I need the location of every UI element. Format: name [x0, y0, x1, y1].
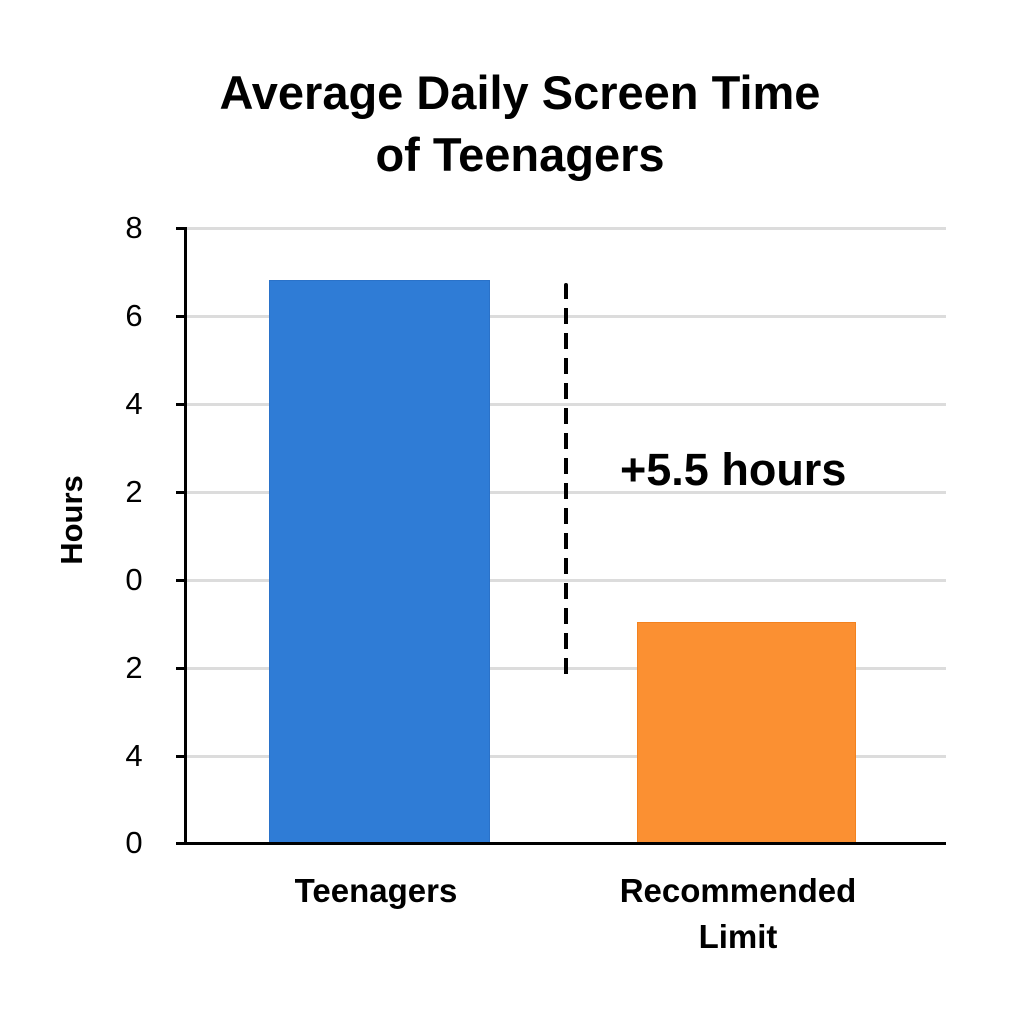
y-axis — [184, 227, 187, 844]
y-axis-label: Hours — [54, 475, 89, 565]
y-tick — [176, 227, 186, 230]
y-tick-label: 6 — [125, 298, 143, 333]
x-axis — [176, 842, 946, 845]
y-tick — [176, 403, 186, 406]
y-tick — [176, 579, 186, 582]
chart-title-line-2: of Teenagers — [375, 128, 665, 181]
y-tick-label: 0 — [125, 825, 143, 860]
difference-dashed-line — [564, 283, 568, 677]
x-category-label-recommended-limit: Recommended Limit — [588, 868, 888, 960]
y-tick — [176, 755, 186, 758]
y-tick-label: 2 — [125, 650, 143, 685]
y-tick — [176, 315, 186, 318]
x-category-label-line: Teenagers — [294, 872, 458, 909]
y-tick — [176, 667, 186, 670]
chart-title-line-1: Average Daily Screen Time — [219, 66, 821, 119]
y-tick-label: 4 — [125, 738, 143, 773]
y-tick-label: 0 — [125, 562, 143, 597]
gridline — [186, 227, 946, 230]
x-category-label-line: Limit — [698, 918, 778, 955]
y-tick — [176, 491, 186, 494]
difference-annotation: +5.5 hours — [620, 444, 847, 495]
gridline — [186, 755, 946, 758]
y-tick-label: 4 — [125, 386, 143, 421]
x-category-label-teenagers: Teenagers — [240, 868, 512, 914]
y-tick-label: 2 — [125, 474, 143, 509]
bar-recommended-limit — [637, 622, 856, 843]
bar-teenagers — [269, 280, 490, 843]
y-tick-label: 8 — [125, 210, 143, 245]
x-category-label-line: Recommended — [619, 872, 857, 909]
chart-title: Average Daily Screen Time of Teenagers — [0, 62, 1024, 186]
